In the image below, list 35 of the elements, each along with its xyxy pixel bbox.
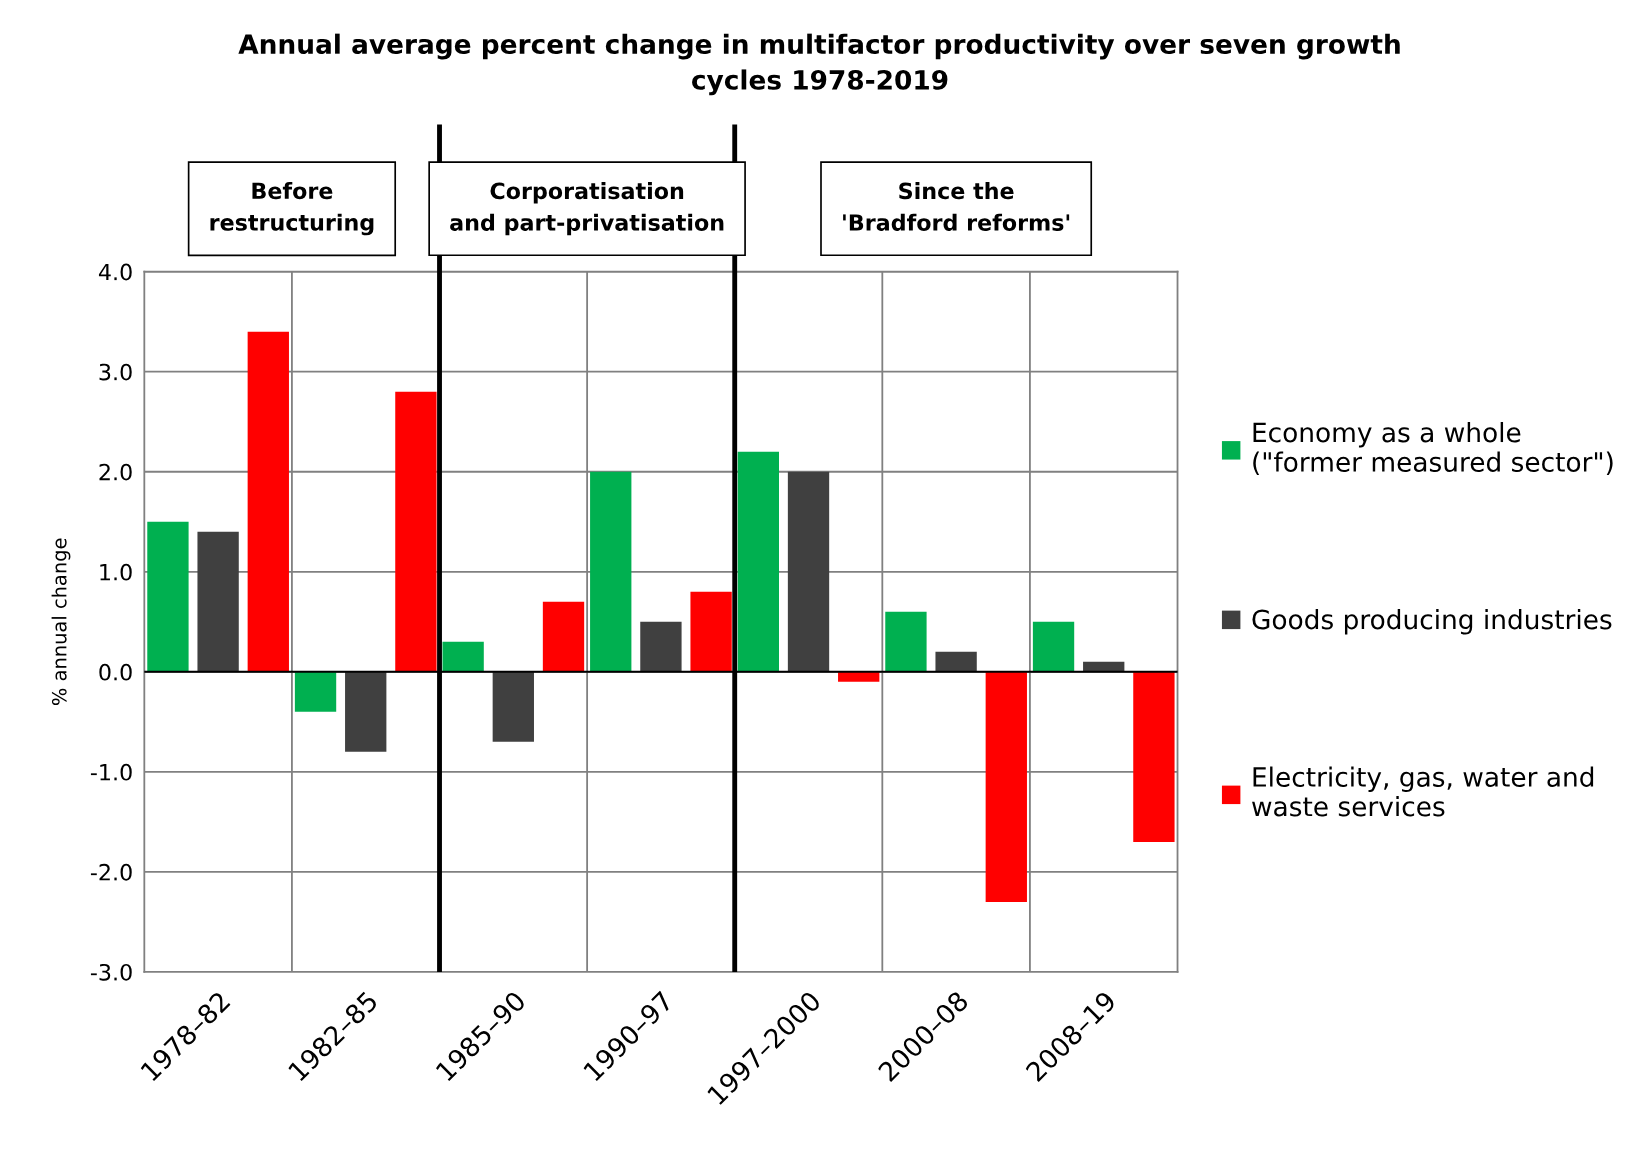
legend-label: Electricity, gas, water and waste services bbox=[1252, 766, 1594, 817]
bar bbox=[542, 601, 585, 672]
text: Before restructuring bbox=[210, 181, 374, 236]
y-tick-label: 3.0 bbox=[99, 363, 132, 381]
bar bbox=[1133, 671, 1175, 842]
bar bbox=[442, 641, 484, 672]
bar bbox=[985, 671, 1027, 902]
y-tick-label: 4.0 bbox=[98, 263, 132, 281]
bar bbox=[345, 671, 387, 752]
bar bbox=[294, 671, 337, 712]
bar bbox=[492, 671, 534, 742]
bar bbox=[935, 651, 977, 672]
y-tick-label: 2.0 bbox=[99, 463, 132, 481]
y-tick-label: -3.0 bbox=[90, 963, 132, 981]
bar bbox=[885, 611, 927, 672]
bar bbox=[787, 471, 830, 672]
y-tick-label: -2.0 bbox=[90, 863, 132, 881]
y-tick-label: 0.0 bbox=[99, 663, 132, 681]
bar bbox=[590, 471, 632, 672]
bar bbox=[1032, 621, 1075, 672]
bar bbox=[395, 391, 437, 672]
text: Since the 'Bradford reforms' bbox=[843, 182, 1070, 231]
bar bbox=[147, 521, 189, 672]
bar bbox=[737, 451, 779, 672]
legend-label: Economy as a whole ("former measured sector") bbox=[1253, 422, 1613, 476]
bar bbox=[640, 621, 682, 672]
y-tick-label: 1.0 bbox=[100, 563, 132, 581]
bar bbox=[197, 531, 239, 672]
chart-title: Annual average percent change in multifactor productivity over seven growth cycles 1978-2019 bbox=[238, 33, 1400, 96]
legend-label: Goods producing industries bbox=[1252, 609, 1612, 635]
y-tick-label: -1.0 bbox=[90, 763, 132, 781]
bar bbox=[247, 331, 289, 672]
y-axis-title: % annual change bbox=[51, 538, 71, 706]
text: Corporatisation and part-privatisation bbox=[450, 182, 724, 236]
bar bbox=[690, 591, 732, 672]
